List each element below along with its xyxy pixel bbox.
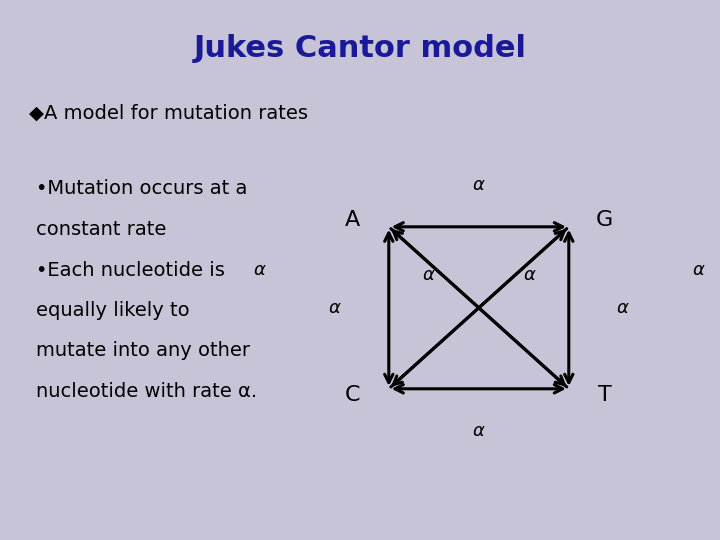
Text: ◆A model for mutation rates: ◆A model for mutation rates [29,104,308,123]
Text: α: α [329,299,341,317]
Text: A: A [345,210,361,231]
Text: α: α [253,261,265,279]
Text: α: α [617,299,629,317]
Text: α: α [473,176,485,194]
Text: α: α [473,422,485,440]
Text: nucleotide with rate α.: nucleotide with rate α. [36,382,257,401]
Text: T: T [598,385,612,406]
Text: α: α [523,266,535,285]
Text: •Each nucleotide is: •Each nucleotide is [36,260,225,280]
Text: Jukes Cantor model: Jukes Cantor model [194,34,526,63]
Text: G: G [596,210,613,231]
Text: equally likely to: equally likely to [36,301,189,320]
Text: mutate into any other: mutate into any other [36,341,250,361]
Text: constant rate: constant rate [36,220,166,239]
Text: α: α [423,266,434,285]
Text: C: C [345,385,361,406]
Text: α: α [693,261,704,279]
Text: •Mutation occurs at a: •Mutation occurs at a [36,179,248,199]
